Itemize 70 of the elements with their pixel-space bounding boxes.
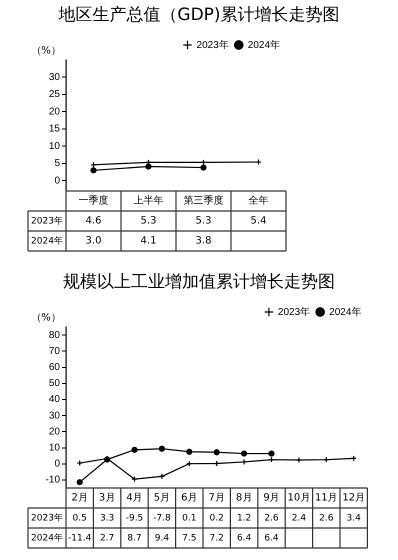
legend-label: 2023年 xyxy=(196,38,229,51)
chart-title: 地区生产总值（GDP)累计增长走势图 xyxy=(57,4,341,27)
data-label: 0.1 xyxy=(182,513,196,524)
x-tick-label: 上半年 xyxy=(134,194,164,207)
legend-label: 2024年 xyxy=(248,38,280,51)
data-label: 3.4 xyxy=(346,513,362,524)
data-label: 2.6 xyxy=(264,513,279,524)
data-label: 3.0 xyxy=(86,236,102,247)
data-label: 0.5 xyxy=(72,513,87,524)
x-tick-label: 11月 xyxy=(314,492,338,504)
data-label: 3.8 xyxy=(196,236,212,247)
y-tick-label: -10 xyxy=(46,474,60,486)
data-label: 2.7 xyxy=(100,533,114,544)
data-label: 2.6 xyxy=(319,513,334,524)
data-label: 3.3 xyxy=(100,513,114,524)
y-tick-label: 40 xyxy=(48,394,60,406)
y-tick-label: 70 xyxy=(48,346,60,357)
x-tick-label: 5月 xyxy=(154,492,170,504)
x-tick-label: 8月 xyxy=(236,492,252,504)
data-label: 5.3 xyxy=(140,216,156,227)
y-tick-label: 0 xyxy=(54,458,60,470)
data-label: 8.7 xyxy=(127,533,142,544)
x-tick-label: 一季度 xyxy=(78,194,108,207)
legend-label: 2024年 xyxy=(329,306,362,318)
text: 2024年 xyxy=(31,533,63,544)
x-tick-label: 7月 xyxy=(208,492,225,504)
data-label: 1.2 xyxy=(236,513,252,524)
y-axis-title: （%） xyxy=(31,46,61,57)
data-label: 4.6 xyxy=(86,216,102,227)
x-tick-label: 3月 xyxy=(98,492,116,504)
y-tick-label: 25 xyxy=(48,89,60,100)
data-label: -9.5 xyxy=(126,513,144,524)
y-tick-label: 15 xyxy=(48,124,60,135)
y-tick-label: 20 xyxy=(48,106,60,118)
y-tick-label: 30 xyxy=(48,72,60,83)
y-tick-label: 80 xyxy=(48,330,60,341)
x-tick-label: 2月 xyxy=(72,492,88,504)
y-tick-label: 60 xyxy=(48,362,60,373)
data-label: 0.2 xyxy=(210,513,224,524)
y-tick-label: 0 xyxy=(54,175,60,186)
x-tick-label: 4月 xyxy=(126,492,143,504)
data-label: 4.1 xyxy=(140,236,156,247)
data-label: 5.4 xyxy=(250,216,266,227)
x-tick-label: 6月 xyxy=(181,492,198,504)
data-label: -11.4 xyxy=(68,533,92,544)
data-label: 6.4 xyxy=(236,533,252,544)
data-label: 6.4 xyxy=(264,533,279,544)
x-tick-label: 全年 xyxy=(248,194,268,207)
y-tick-label: 10 xyxy=(48,442,60,454)
x-tick-label: 9月 xyxy=(263,492,280,504)
x-tick-label: 12月 xyxy=(342,492,366,504)
x-tick-label: 第三季度 xyxy=(184,194,224,207)
x-tick-label: 10月 xyxy=(288,492,310,504)
y-tick-label: 20 xyxy=(48,426,60,438)
data-label: 5.3 xyxy=(196,216,212,227)
y-tick-label: 30 xyxy=(48,410,60,422)
text: 2024年 xyxy=(31,236,63,246)
text: 2023年 xyxy=(31,216,63,226)
data-label: -7.8 xyxy=(153,513,171,524)
data-label: 7.2 xyxy=(210,533,224,544)
y-tick-label: 5 xyxy=(54,158,60,170)
data-label: 9.4 xyxy=(154,533,170,544)
text: 2023年 xyxy=(31,513,63,524)
chart-title: 规模以上工业增加值累计增长走势图 xyxy=(62,271,336,294)
data-label: 2.4 xyxy=(292,513,306,524)
legend-label: 2023年 xyxy=(278,306,310,318)
data-label: 7.5 xyxy=(182,533,196,544)
y-tick-label: 10 xyxy=(48,140,60,152)
y-axis-title: （%） xyxy=(31,312,61,324)
y-tick-label: 50 xyxy=(48,378,60,390)
